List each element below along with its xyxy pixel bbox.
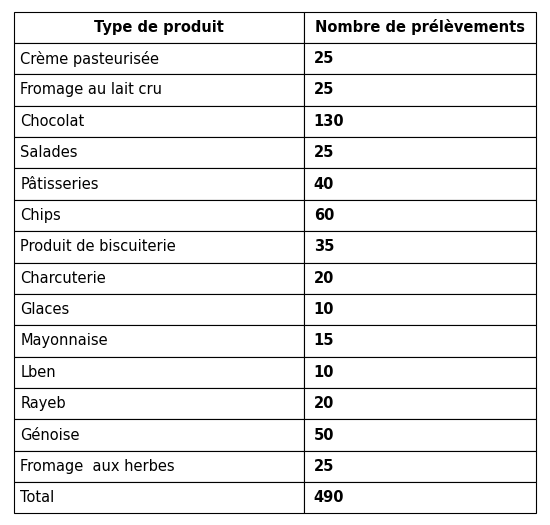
Text: Total: Total <box>20 490 54 505</box>
Bar <box>14 12 304 43</box>
Bar <box>14 200 304 231</box>
Text: Rayeb: Rayeb <box>20 396 66 411</box>
Bar <box>304 231 536 262</box>
Text: Salades: Salades <box>20 145 78 160</box>
Text: Type de produit: Type de produit <box>94 20 224 35</box>
Text: 130: 130 <box>314 114 344 129</box>
Bar <box>304 262 536 294</box>
Bar <box>304 200 536 231</box>
Bar <box>304 450 536 482</box>
Text: 25: 25 <box>314 459 334 474</box>
Bar <box>304 137 536 169</box>
Text: 10: 10 <box>314 365 334 380</box>
Bar <box>304 294 536 325</box>
Bar <box>304 75 536 106</box>
Bar <box>14 294 304 325</box>
Bar <box>14 137 304 169</box>
Text: 25: 25 <box>314 145 334 160</box>
Bar <box>14 388 304 419</box>
Bar <box>14 262 304 294</box>
Bar <box>14 482 304 513</box>
Text: Mayonnaise: Mayonnaise <box>20 333 108 349</box>
Text: Fromage au lait cru: Fromage au lait cru <box>20 82 162 98</box>
Bar <box>304 326 536 356</box>
Bar <box>304 356 536 388</box>
Text: 25: 25 <box>314 82 334 98</box>
Bar <box>304 482 536 513</box>
Bar <box>14 450 304 482</box>
Text: 20: 20 <box>314 271 334 286</box>
Bar <box>14 43 304 74</box>
Bar <box>14 326 304 356</box>
Text: Glaces: Glaces <box>20 302 70 317</box>
Bar <box>14 356 304 388</box>
Bar <box>14 231 304 262</box>
Text: Chips: Chips <box>20 208 61 223</box>
Text: Nombre de prélèvements: Nombre de prélèvements <box>315 19 525 35</box>
Bar <box>304 388 536 419</box>
Text: Charcuterie: Charcuterie <box>20 271 106 286</box>
Bar <box>304 12 536 43</box>
Text: Lben: Lben <box>20 365 56 380</box>
Text: 50: 50 <box>314 427 334 443</box>
Text: Pâtisseries: Pâtisseries <box>20 176 99 192</box>
Bar <box>304 43 536 74</box>
Text: 35: 35 <box>314 239 334 254</box>
Text: Génoise: Génoise <box>20 427 80 443</box>
Bar <box>304 169 536 200</box>
Text: 490: 490 <box>314 490 344 505</box>
Bar <box>304 419 536 450</box>
Bar <box>14 419 304 450</box>
Bar <box>14 75 304 106</box>
Bar <box>14 106 304 137</box>
Text: 40: 40 <box>314 176 334 192</box>
Text: 20: 20 <box>314 396 334 411</box>
Text: Chocolat: Chocolat <box>20 114 85 129</box>
Text: 25: 25 <box>314 51 334 66</box>
Bar <box>304 106 536 137</box>
Text: 10: 10 <box>314 302 334 317</box>
Bar <box>14 169 304 200</box>
Text: 15: 15 <box>314 333 334 349</box>
Text: Crème pasteurisée: Crème pasteurisée <box>20 50 160 67</box>
Text: 60: 60 <box>314 208 334 223</box>
Text: Produit de biscuiterie: Produit de biscuiterie <box>20 239 176 254</box>
Text: Fromage  aux herbes: Fromage aux herbes <box>20 459 175 474</box>
